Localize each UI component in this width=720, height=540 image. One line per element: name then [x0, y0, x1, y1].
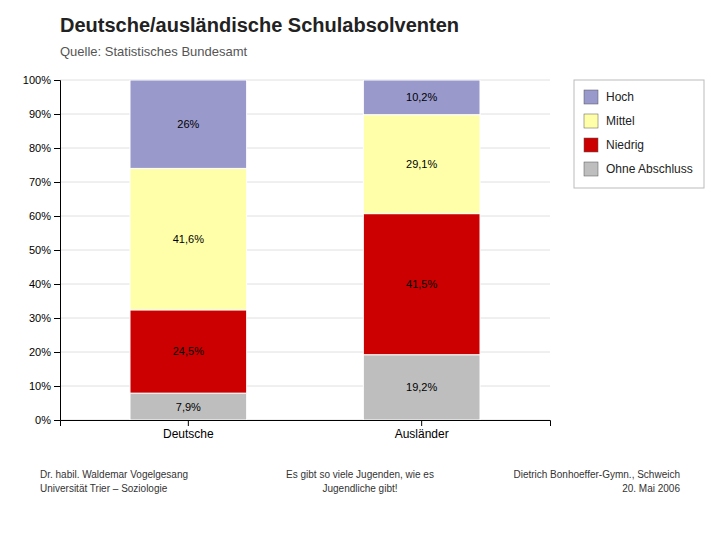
legend-swatch [584, 90, 598, 104]
tick: 90% [29, 108, 60, 120]
legend-item: Mittel [584, 114, 635, 128]
legend-item: Ohne Abschluss [584, 162, 693, 176]
tick: 50% [29, 244, 60, 256]
data-label: 26% [177, 118, 199, 130]
tick-mark [188, 420, 189, 426]
plot: 7,9% 19,2% 24,5% 41,5% 41,6% 29,1% 26% 10,2% 0% 1… [23, 74, 551, 441]
tick-mark [54, 216, 60, 217]
annotation: Dietrich Bonhoeffer-Gymn., Schweich20. M… [513, 469, 680, 494]
tick: Deutsche [163, 420, 214, 441]
tick-mark [54, 420, 60, 421]
axis-line [54, 81, 61, 421]
tick-label: 90% [29, 108, 51, 120]
tick: 20% [29, 346, 60, 358]
tick-label: 100% [23, 74, 51, 86]
tick: 70% [29, 176, 60, 188]
tick: 0% [35, 414, 60, 426]
grid [60, 80, 550, 420]
tick-label: 20% [29, 346, 51, 358]
tick-label: 40% [29, 278, 51, 290]
tick-mark [54, 352, 60, 353]
data-labels: 7,9% 19,2% 24,5% 41,5% 41,6% 29,1% 26% 10,2% [173, 91, 438, 412]
legend-swatch [584, 114, 598, 128]
legend-item: Niedrig [584, 138, 644, 152]
tick: 80% [29, 142, 60, 154]
subtitle: Quelle: Statistisches Bundesamt [60, 44, 248, 59]
tick-mark [54, 114, 60, 115]
bar [130, 310, 247, 393]
x-axis: Deutsche Ausländer [61, 420, 551, 441]
bars [130, 80, 480, 420]
tick-label: 0% [35, 414, 51, 426]
bar [363, 115, 480, 214]
annotation: Dr. habil. Waldemar VogelgesangUniversit… [40, 469, 188, 494]
data-label: 41,5% [406, 278, 437, 290]
tick-label: Deutsche [163, 427, 214, 441]
legend-label: Mittel [606, 114, 635, 128]
tick-mark [54, 80, 60, 81]
legend-label: Ohne Abschluss [606, 162, 693, 176]
tick-label: Ausländer [395, 427, 449, 441]
tick: Ausländer [395, 420, 449, 441]
tick: 40% [29, 278, 60, 290]
data-label: 7,9% [176, 401, 201, 413]
tick-label: 80% [29, 142, 51, 154]
tick-mark [54, 386, 60, 387]
legend-swatch [584, 162, 598, 176]
chart: Deutsche/ausländische Schulabsolventen Qu… [0, 0, 720, 540]
legend-swatch [584, 138, 598, 152]
bar [363, 355, 480, 420]
data-label: 10,2% [406, 91, 437, 103]
tick: 100% [23, 74, 60, 86]
tick: 30% [29, 312, 60, 324]
title: Deutsche/ausländische Schulabsolventen [60, 14, 459, 36]
legend: Hoch Mittel Niedrig Ohne Abschluss [574, 80, 704, 188]
series [130, 80, 480, 168]
tick-label: 60% [29, 210, 51, 222]
data-label: 19,2% [406, 381, 437, 393]
tick-label: 10% [29, 380, 51, 392]
legend-box [574, 80, 704, 188]
tick-mark [54, 250, 60, 251]
tick-label: 30% [29, 312, 51, 324]
bar [130, 393, 247, 420]
bar [363, 214, 480, 355]
axis-line [61, 421, 551, 427]
tick-mark [54, 148, 60, 149]
tick-label: 50% [29, 244, 51, 256]
tick-mark [54, 284, 60, 285]
tick: 60% [29, 210, 60, 222]
bar [130, 168, 247, 309]
y-axis: 0% 10% 20% 30% 40% 50% 60% 70% 80% 90% 100% [23, 74, 61, 426]
legend-item: Hoch [584, 90, 634, 104]
annotation: Es gibt so viele Jugenden, wie esJugendl… [286, 469, 434, 494]
bar [363, 80, 480, 115]
tick-mark [54, 318, 60, 319]
legend-label: Hoch [606, 90, 634, 104]
data-label: 41,6% [173, 233, 204, 245]
tick-label: 70% [29, 176, 51, 188]
legend-label: Niedrig [606, 138, 644, 152]
tick: 10% [29, 380, 60, 392]
tick-mark [421, 420, 422, 426]
data-label: 24,5% [173, 345, 204, 357]
data-label: 29,1% [406, 158, 437, 170]
bar [130, 80, 247, 168]
tick-mark [54, 182, 60, 183]
